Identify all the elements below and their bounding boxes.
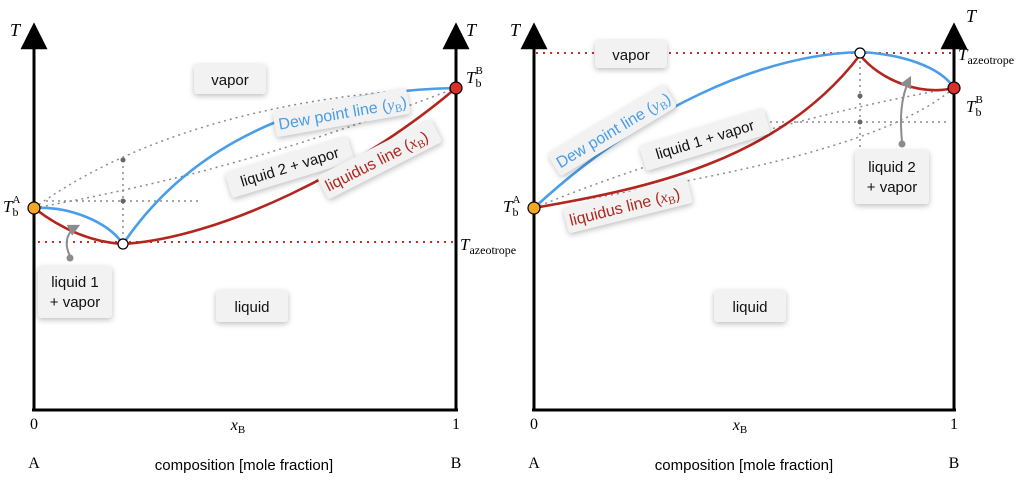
right-comp-A: A — [528, 455, 540, 472]
left-tie-point-lower — [120, 198, 126, 204]
svg-text:vapor: vapor — [211, 72, 249, 89]
left-liquid1-vapor-label: liquid 1 + vapor — [38, 266, 112, 318]
right-diagram: vapor liquid liquid 1 + vapor liquid 2 +… — [503, 6, 1014, 474]
svg-text:liquid 2: liquid 2 — [868, 159, 916, 176]
right-point-TbA — [527, 201, 541, 215]
left-lower-dotted-curve — [33, 87, 457, 209]
left-liquid-label: liquid — [216, 290, 288, 322]
right-xlabel: xB — [732, 417, 747, 436]
left-axis-T-left: T — [10, 20, 22, 40]
right-liquid2-pointer-dot — [898, 140, 906, 148]
left-comp-B: B — [451, 455, 462, 472]
left-liquid1-pointer-dot — [66, 254, 74, 262]
right-axis-T-left: T — [510, 20, 522, 40]
left-tick-1: 1 — [452, 416, 460, 433]
right-TbB-label: TbB — [966, 94, 983, 119]
right-point-TbB — [947, 81, 961, 95]
left-TbA-label: TbA — [3, 194, 20, 219]
left-composition-label: composition [mole fraction] — [155, 457, 333, 474]
right-tick-1: 1 — [950, 416, 958, 433]
right-liquid1-vapor-label: liquid 1 + vapor — [639, 109, 771, 171]
left-tie-lines — [33, 87, 457, 240]
left-vapor-label: vapor — [194, 64, 266, 94]
left-azeotrope-point — [117, 238, 129, 250]
left-point-TbA — [27, 201, 41, 215]
left-diagram: vapor liquid liquid 2 + vapor liquid 1 +… — [3, 20, 516, 474]
right-upper-dotted-curve — [533, 87, 955, 209]
svg-text:+ vapor: + vapor — [867, 179, 917, 196]
svg-text:liquid 1: liquid 1 — [51, 274, 99, 291]
right-tie-point-upper — [857, 93, 863, 99]
right-Tazeotrope-label: Tazeotrope — [958, 45, 1014, 67]
left-upper-dotted-curve — [33, 87, 457, 209]
left-liquid1-pointer-arrow — [65, 224, 81, 257]
right-tick-0: 0 — [530, 416, 538, 433]
svg-text:+ vapor: + vapor — [50, 294, 100, 311]
right-azeotrope-point — [854, 47, 866, 59]
left-point-TbB — [449, 81, 463, 95]
left-tick-0: 0 — [30, 416, 38, 433]
left-TbB-label: TbB — [466, 65, 483, 90]
right-lower-dotted-curve — [533, 87, 955, 209]
left-dew-point-label: Dew point line (yB) — [272, 88, 411, 137]
left-comp-A: A — [28, 455, 40, 472]
left-xlabel: xB — [230, 417, 245, 436]
right-composition-label: composition [mole fraction] — [655, 457, 833, 474]
right-axis-T-right: T — [966, 6, 978, 26]
left-tie-point-upper — [120, 157, 126, 163]
right-liquid2-pointer-arrow — [899, 75, 912, 143]
svg-text:liquid: liquid — [732, 299, 767, 316]
right-tie-point-lower — [857, 119, 863, 125]
left-Tazeotrope-label: Tazeotrope — [460, 235, 516, 257]
right-comp-B: B — [949, 455, 960, 472]
svg-text:liquid: liquid — [234, 299, 269, 316]
right-vapor-label: vapor — [595, 40, 667, 68]
right-TbA-label: TbA — [503, 194, 520, 219]
right-liquid-label: liquid — [714, 290, 786, 322]
right-liquid2-vapor-label: liquid 2 + vapor — [855, 150, 929, 204]
left-axis-T-right: T — [466, 20, 478, 40]
right-liquidus-label: liquidus line (xB) — [563, 178, 693, 233]
svg-text:vapor: vapor — [612, 47, 650, 64]
